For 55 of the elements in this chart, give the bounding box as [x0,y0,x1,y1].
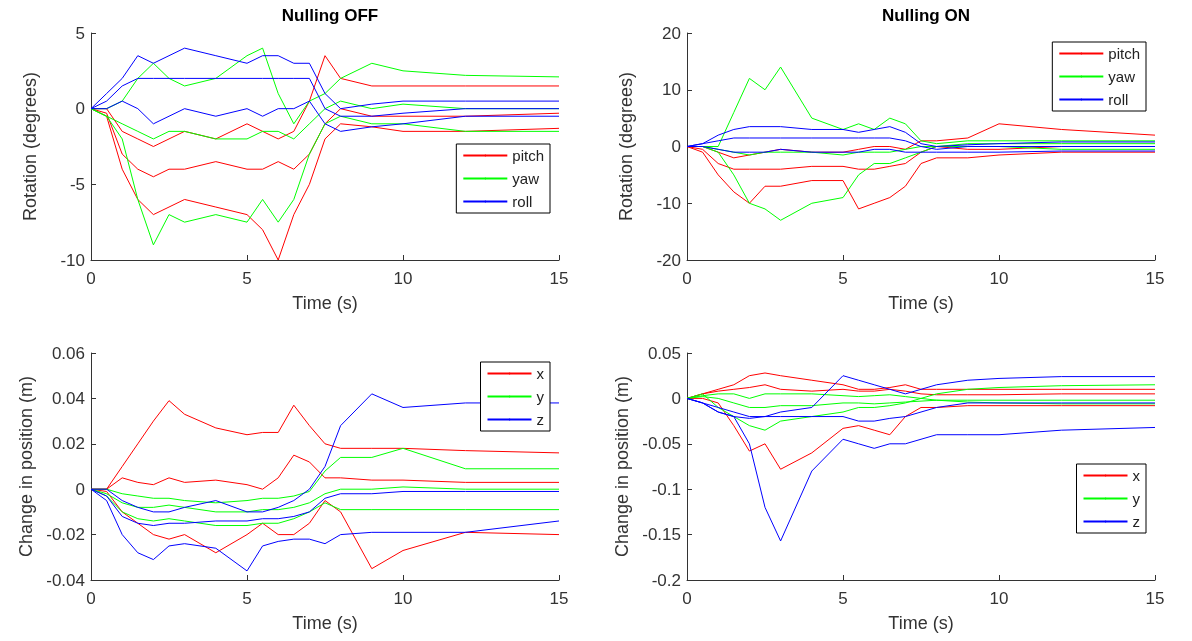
x-tick-label: 5 [838,269,848,288]
y-tick-label: -0.2 [651,570,681,590]
x-tick-label: 15 [549,589,569,608]
x-tick-label: 10 [393,269,413,288]
x-tick-label: 5 [838,589,848,608]
y-tick-label: 0 [671,137,681,156]
x-tick-label: 5 [242,589,252,608]
y-tick-label: 0.04 [51,388,85,408]
y-tick-label: 10 [662,80,681,100]
legend-label: roll [512,193,533,210]
legend-label: x [536,365,545,382]
y-tick-label: -0.04 [46,570,85,590]
x-tick-label: 5 [242,269,252,288]
x-axis-title: Time (s) [888,613,954,633]
x-tick-label: 15 [1145,269,1165,288]
y-tick-label: 0 [671,388,681,408]
y-tick-label: 0.06 [51,343,85,363]
y-tick-label: -0.05 [642,434,681,454]
x-tick-label: 10 [393,589,413,608]
legend-label: y [536,388,545,405]
x-tick-label: 10 [989,269,1009,288]
x-axis-title: Time (s) [292,613,358,633]
chart-title: Nulling ON [882,6,970,25]
y-tick-label: -5 [69,174,85,194]
x-axis-title: Time (s) [292,293,358,313]
legend-label: z [1132,513,1140,530]
y-axis-title: Rotation (degrees) [20,71,40,222]
x-tick-label: 15 [1145,589,1165,608]
y-tick-label: -0.15 [642,525,681,545]
chart-title: Nulling OFF [281,6,379,25]
legend-label: x [1132,467,1141,484]
legend-label: pitch [1108,45,1140,62]
legend-label: pitch [512,147,544,164]
y-axis-title: Rotation (degrees) [616,71,636,222]
y-axis-title: Change in position (m) [16,375,37,558]
y-tick-label: 20 [662,23,681,43]
y-tick-label: 0.02 [51,434,85,454]
x-tick-label: 15 [549,269,569,288]
y-tick-label: 5 [75,23,85,43]
y-tick-label: -10 [60,250,85,270]
y-tick-label: -10 [656,193,681,213]
y-axis-title: Change in position (m) [612,375,633,558]
legend-label: z [536,411,544,428]
x-axis-title: Time (s) [888,293,954,313]
y-tick-label: 0 [75,99,85,119]
y-tick-label: 0 [75,479,85,499]
legend-label: y [1132,490,1141,507]
legend-label: yaw [1108,68,1136,85]
y-tick-label: -0.1 [651,479,681,499]
y-tick-label: 0.05 [647,343,681,363]
legend-label: yaw [512,170,540,187]
x-tick-label: 10 [989,589,1009,608]
y-tick-label: -0.02 [46,525,85,545]
y-tick-label: -20 [656,250,681,270]
legend-label: roll [1108,91,1129,108]
